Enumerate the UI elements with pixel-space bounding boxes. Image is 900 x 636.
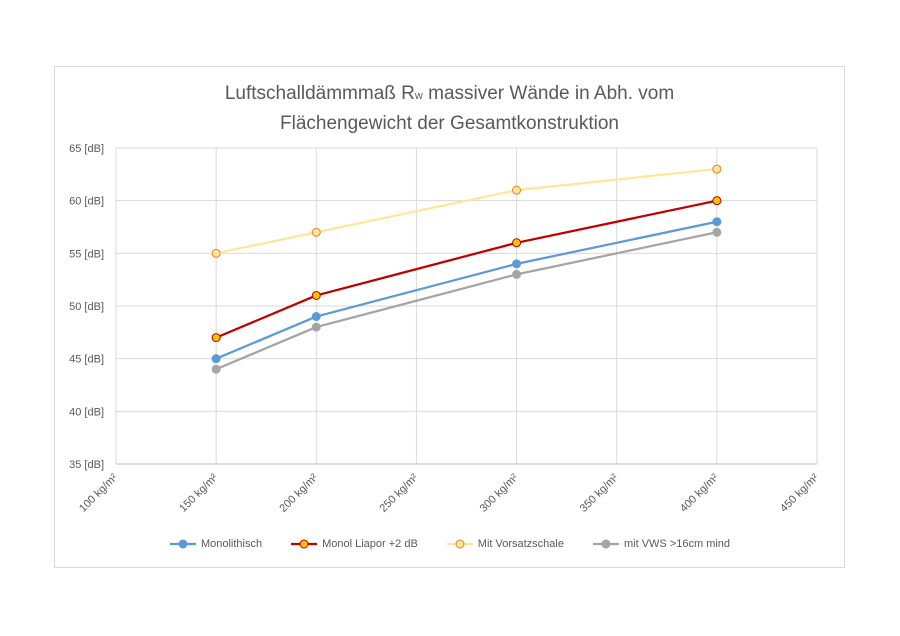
legend-label: Monolithisch [200,538,263,551]
data-point [512,238,522,248]
data-point [311,227,321,237]
series-line [215,231,718,371]
legend-marker [299,539,309,549]
chart-title-line2: Flächengewicht der Gesamtkonstruktion [280,113,619,134]
legend-swatch [446,539,473,549]
x-tick-label: 250 kg/m² [377,471,420,514]
x-tick-label: 450 kg/m² [778,471,821,514]
x-tick-label: 150 kg/m² [177,471,220,514]
y-tick-label: 50 [dB] [69,301,104,313]
chart-frame [54,66,845,568]
legend-marker [455,539,465,549]
data-point [712,164,722,174]
series-line [215,220,718,360]
x-tick-label: 100 kg/m² [77,471,120,514]
data-point [512,269,522,279]
data-point [211,364,221,374]
data-point [512,259,522,269]
y-tick-label: 65 [dB] [69,143,104,155]
legend-marker [601,539,611,549]
legend-item: Monolithisch [169,538,262,550]
data-point [311,290,321,300]
y-tick-label: 55 [dB] [69,248,104,260]
chart-title: Luftschalldämmmaß Rw massiver Wände in A… [54,80,845,137]
y-tick-label: 35 [dB] [69,459,104,471]
legend-swatch [592,539,619,549]
y-tick-label: 45 [dB] [69,354,104,366]
legend-item: mit VWS >16cm mind [592,538,730,550]
legend-marker [178,539,188,549]
data-point [512,185,522,195]
y-tick-label: 40 [dB] [69,406,104,418]
legend-label: mit VWS >16cm mind [623,538,731,551]
legend-label: Mit Vorsatzschale [477,538,564,551]
data-point [211,354,221,364]
chart-title-part: massiver Wände in Abh. vom [422,83,675,104]
data-point [712,217,722,227]
x-tick-label: 300 kg/m² [478,471,521,514]
chart-title-subscript: w [414,90,423,102]
data-point [311,312,321,322]
legend-swatch [291,539,318,549]
legend-label: Monol Liapor +2 dB [322,538,418,551]
legend-item: Mit Vorsatzschale [446,538,564,550]
data-point [311,322,321,332]
x-tick-label: 400 kg/m² [678,471,721,514]
series-line [215,199,718,339]
legend-swatch [169,539,196,549]
x-tick-label: 200 kg/m² [277,471,320,514]
data-point [211,248,221,258]
data-point [712,196,722,206]
y-tick-label: 60 [dB] [69,196,104,208]
legend-item: Monol Liapor +2 dB [290,538,418,550]
chart-legend: Monolithisch Monol Liapor +2 dB Mit Vorsat… [54,538,845,550]
data-point [211,333,221,343]
x-tick-label: 350 kg/m² [578,471,621,514]
series-line [215,167,717,255]
data-point [712,227,722,237]
chart-title-part: Luftschalldämmmaß R [224,83,415,104]
